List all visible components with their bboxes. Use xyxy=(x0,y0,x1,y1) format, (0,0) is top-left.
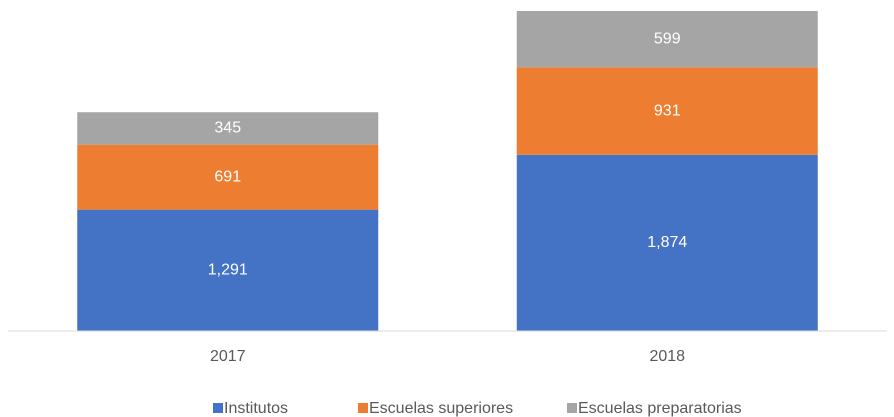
value-label: 1,874 xyxy=(647,234,687,251)
bar-segment xyxy=(516,67,818,155)
legend-label: Escuelas superiores xyxy=(369,400,513,417)
legend-swatch xyxy=(567,403,577,413)
value-label: 931 xyxy=(654,102,681,119)
bar-segment xyxy=(77,112,379,145)
x-tick-label: 2017 xyxy=(210,348,246,365)
bar-segment xyxy=(77,209,379,331)
x-tick-label: 2018 xyxy=(649,348,685,365)
value-label: 345 xyxy=(214,120,241,137)
bar-segment xyxy=(516,154,818,331)
bar-segment xyxy=(77,144,379,210)
value-label: 599 xyxy=(654,30,681,47)
legend-swatch xyxy=(213,403,223,413)
legend-swatch xyxy=(358,403,368,413)
bar-segment xyxy=(516,11,818,68)
value-label: 691 xyxy=(214,168,241,185)
value-label: 1,291 xyxy=(208,262,248,279)
legend-label: Institutos xyxy=(224,400,288,417)
legend-label: Escuelas preparatorias xyxy=(578,400,742,417)
